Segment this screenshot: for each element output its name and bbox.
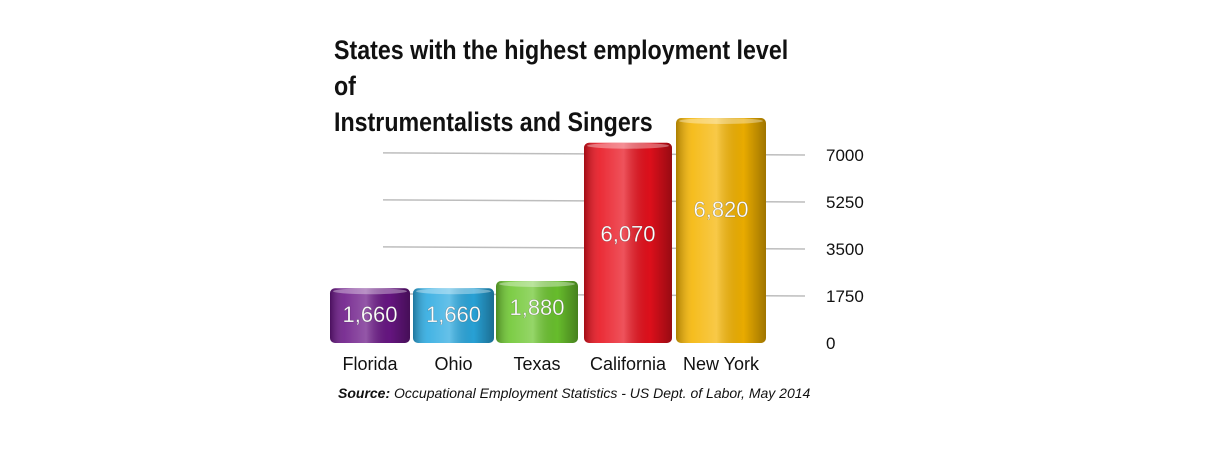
bar-value-label: 6,070 bbox=[600, 222, 655, 247]
chart-title: States with the highest employment level… bbox=[334, 32, 816, 140]
x-tick-label-ohio: Ohio bbox=[434, 354, 472, 374]
chart-title-line-2: Instrumentalists and Singers bbox=[334, 107, 653, 137]
y-tick-label-0: 0 bbox=[826, 334, 835, 353]
bar-value-label: 6,820 bbox=[693, 197, 748, 222]
x-tick-label-new-york: New York bbox=[683, 354, 760, 374]
y-tick-label-1750: 1750 bbox=[826, 287, 864, 306]
bar-florida: 1,660 bbox=[330, 288, 410, 343]
bar-shading bbox=[413, 288, 494, 343]
chart-title-line-1: States with the highest employment level… bbox=[334, 35, 789, 101]
bar-top-highlight bbox=[499, 280, 575, 287]
y-axis: 0 1750 3500 5250 7000 bbox=[826, 146, 864, 353]
bar-value-label: 1,880 bbox=[509, 295, 564, 320]
bar-shading bbox=[676, 118, 766, 343]
bar-top-highlight bbox=[416, 288, 491, 295]
bar-shading bbox=[584, 142, 672, 343]
bar-value-label: 1,660 bbox=[342, 302, 397, 327]
x-axis: Florida Ohio Texas California New York bbox=[342, 354, 760, 374]
x-tick-label-texas: Texas bbox=[513, 354, 560, 374]
bar-texas: 1,880 bbox=[496, 280, 578, 343]
bar-california: 6,070 bbox=[584, 142, 672, 343]
bar-shading bbox=[496, 280, 578, 343]
bar-top-highlight bbox=[333, 288, 407, 295]
y-tick-label-3500: 3500 bbox=[826, 240, 864, 259]
bar-new-york: 6,820 bbox=[676, 118, 766, 343]
x-tick-label-california: California bbox=[590, 354, 667, 374]
bar-top-highlight bbox=[679, 118, 763, 124]
y-tick-label-5250: 5250 bbox=[826, 193, 864, 212]
source-label: Source: bbox=[338, 385, 391, 401]
bar-value-label: 1,660 bbox=[426, 302, 481, 327]
source-note: Source: Occupational Employment Statisti… bbox=[338, 385, 810, 401]
bar-shading bbox=[330, 288, 410, 343]
source-text: Occupational Employment Statistics - US … bbox=[390, 385, 811, 401]
x-tick-label-florida: Florida bbox=[342, 354, 398, 374]
y-tick-label-7000: 7000 bbox=[826, 146, 864, 165]
bar-ohio: 1,660 bbox=[413, 288, 494, 343]
bar-top-highlight bbox=[587, 142, 669, 149]
bars: 1,660 1,660 1,880 6,070 6,820 bbox=[330, 118, 766, 343]
